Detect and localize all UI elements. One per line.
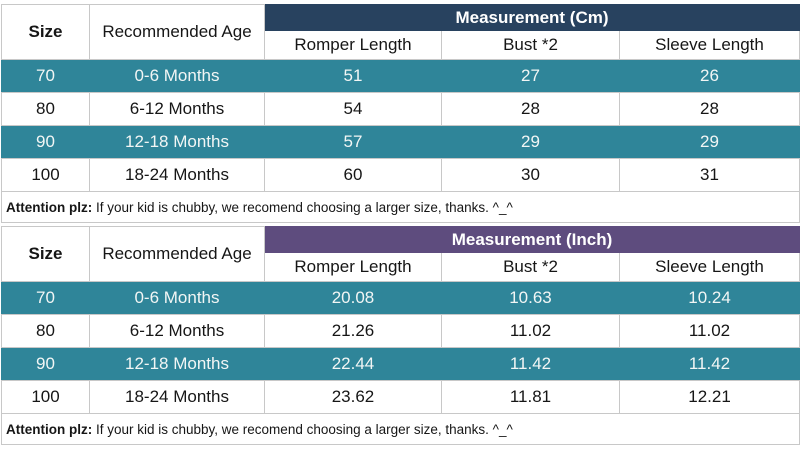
table-row: 70 0-6 Months 20.08 10.63 10.24 <box>1 281 800 315</box>
table-row: 80 6-12 Months 54 28 28 <box>1 92 800 126</box>
age-cell: 0-6 Months <box>89 59 265 93</box>
sleeve-length-cell: 31 <box>618 158 800 192</box>
romper-length-header: Romper Length <box>264 252 442 282</box>
size-cell: 80 <box>1 92 90 126</box>
measurement-inch-header: Measurement (Inch) <box>263 226 800 253</box>
romper-length-cell: 21.26 <box>264 314 442 348</box>
age-cell: 12-18 Months <box>89 125 265 159</box>
bust-cell: 29 <box>441 125 620 159</box>
table-row: 100 18-24 Months 23.62 11.81 12.21 <box>1 380 800 414</box>
size-cell: 90 <box>1 347 90 381</box>
cm-header-row: Size Recommended Age Measurement (Cm) <box>1 4 800 60</box>
size-cell: 70 <box>1 59 90 93</box>
size-cell: 100 <box>1 380 90 414</box>
attention-note-row: Attention plz: If your kid is chubby, we… <box>0 191 800 223</box>
attention-note-text: If your kid is chubby, we recomend choos… <box>92 199 513 215</box>
sleeve-length-cell: 29 <box>618 125 800 159</box>
attention-note-label: Attention plz: <box>6 421 93 437</box>
sleeve-length-header: Sleeve Length <box>618 30 800 60</box>
bust-cell: 11.02 <box>441 314 620 348</box>
table-row: 90 12-18 Months 22.44 11.42 11.42 <box>1 347 800 381</box>
romper-length-cell: 60 <box>264 158 442 192</box>
inch-subheader-row: Romper Length Bust *2 Sleeve Length <box>2 252 800 282</box>
romper-length-cell: 54 <box>264 92 442 126</box>
inch-size-table: Size Recommended Age Measurement (Inch) … <box>0 226 800 445</box>
bust-cell: 28 <box>441 92 620 126</box>
cm-size-table: Size Recommended Age Measurement (Cm) Ro… <box>0 4 800 223</box>
bust-cell: 27 <box>441 59 620 93</box>
sleeve-length-cell: 10.24 <box>618 281 800 315</box>
table-row: 100 18-24 Months 60 30 31 <box>1 158 800 192</box>
cm-subheader-row: Romper Length Bust *2 Sleeve Length <box>2 30 800 60</box>
measurement-cm-header: Measurement (Cm) <box>263 4 800 31</box>
romper-length-cell: 51 <box>264 59 442 93</box>
size-cell: 80 <box>1 314 90 348</box>
size-cell: 100 <box>1 158 90 192</box>
age-column-header: Recommended Age <box>89 4 265 60</box>
age-cell: 6-12 Months <box>89 92 265 126</box>
romper-length-header: Romper Length <box>264 30 442 60</box>
age-cell: 6-12 Months <box>89 314 265 348</box>
romper-length-cell: 20.08 <box>264 281 442 315</box>
bust-cell: 11.42 <box>441 347 620 381</box>
age-cell: 18-24 Months <box>89 158 265 192</box>
size-cell: 90 <box>1 125 90 159</box>
sleeve-length-cell: 11.42 <box>618 347 800 381</box>
attention-note: Attention plz: If your kid is chubby, we… <box>0 413 800 445</box>
sleeve-length-cell: 28 <box>618 92 800 126</box>
attention-note-label: Attention plz: <box>6 199 93 215</box>
table-row: 80 6-12 Months 21.26 11.02 11.02 <box>1 314 800 348</box>
romper-length-cell: 57 <box>264 125 442 159</box>
sleeve-length-cell: 11.02 <box>618 314 800 348</box>
romper-length-cell: 22.44 <box>264 347 442 381</box>
size-cell: 70 <box>1 281 90 315</box>
sleeve-length-cell: 12.21 <box>618 380 800 414</box>
bust-header: Bust *2 <box>441 30 620 60</box>
age-cell: 0-6 Months <box>89 281 265 315</box>
age-cell: 18-24 Months <box>89 380 265 414</box>
bust-cell: 11.81 <box>441 380 620 414</box>
size-column-header: Size <box>1 4 90 60</box>
table-row: 90 12-18 Months 57 29 29 <box>1 125 800 159</box>
romper-length-cell: 23.62 <box>264 380 442 414</box>
size-column-header: Size <box>1 226 90 282</box>
age-cell: 12-18 Months <box>89 347 265 381</box>
bust-header: Bust *2 <box>441 252 620 282</box>
age-column-header: Recommended Age <box>89 226 265 282</box>
attention-note: Attention plz: If your kid is chubby, we… <box>0 191 800 223</box>
bust-cell: 10.63 <box>441 281 620 315</box>
table-row: 70 0-6 Months 51 27 26 <box>1 59 800 93</box>
attention-note-text: If your kid is chubby, we recomend choos… <box>92 421 513 437</box>
inch-header-row: Size Recommended Age Measurement (Inch) <box>1 226 800 282</box>
sleeve-length-header: Sleeve Length <box>618 252 800 282</box>
attention-note-row: Attention plz: If your kid is chubby, we… <box>0 413 800 445</box>
bust-cell: 30 <box>441 158 620 192</box>
sleeve-length-cell: 26 <box>618 59 800 93</box>
